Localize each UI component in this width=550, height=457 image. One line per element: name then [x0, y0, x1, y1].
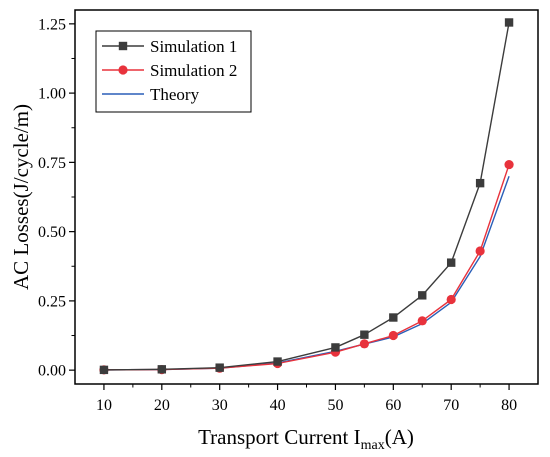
- x-tick-label: 70: [443, 397, 459, 414]
- y-tick-label: 0.00: [38, 363, 66, 380]
- legend-item-simulation-2: Simulation 2: [102, 61, 237, 80]
- x-tick-label: 20: [154, 397, 170, 414]
- data-point-simulation-1: [446, 258, 456, 267]
- x-tick-label: 40: [270, 397, 286, 414]
- legend-swatch-marker: [118, 65, 128, 75]
- legend-label: Theory: [150, 85, 200, 104]
- legend-item-theory: Theory: [102, 85, 200, 104]
- data-point-simulation-1: [475, 178, 485, 188]
- x-axis-title-unit: (A): [385, 425, 414, 449]
- data-point-simulation-1: [157, 365, 167, 374]
- x-tick-label: 50: [327, 397, 343, 414]
- y-tick-label: 1.00: [38, 86, 66, 103]
- x-axis-title: Transport Current Imax(A): [198, 425, 414, 453]
- x-tick-label: 30: [212, 397, 228, 414]
- data-point-simulation-1: [360, 330, 369, 339]
- x-axis-title-main: Transport Current I: [198, 425, 361, 449]
- series-layer: [99, 18, 514, 375]
- data-point-simulation-1: [389, 313, 398, 322]
- y-tick-label: 0.75: [38, 155, 66, 172]
- legend-label: Simulation 1: [150, 37, 237, 56]
- axis-tick-labels: 10 20 30 40 50 60 70 80 0.00 0.25 0.50 0.75 1.00 1.25: [38, 16, 517, 414]
- data-point-simulation-2: [475, 246, 485, 256]
- y-tick-label: 1.25: [38, 16, 66, 33]
- data-point-simulation-2: [446, 294, 456, 305]
- axis-ticks: [69, 23, 510, 390]
- legend-label: Simulation 2: [150, 61, 237, 80]
- legend: Simulation 1 Simulation 2 Theory: [95, 30, 252, 113]
- x-tick-label: 10: [96, 397, 112, 414]
- data-point-simulation-1: [418, 291, 427, 300]
- legend-item-simulation-1: Simulation 1: [102, 37, 237, 56]
- data-point-simulation-1: [331, 343, 340, 352]
- legend-swatch-marker: [118, 41, 128, 51]
- data-point-simulation-1: [215, 363, 224, 372]
- data-point-simulation-2: [504, 159, 514, 170]
- data-point-simulation-2: [359, 339, 369, 349]
- x-tick-label: 60: [385, 397, 401, 414]
- y-tick-label: 0.50: [38, 224, 66, 241]
- data-point-simulation-1: [273, 357, 282, 366]
- y-axis-title: AC Losses(J/cycle/m): [9, 104, 33, 290]
- x-tick-label: 80: [501, 397, 517, 414]
- data-point-simulation-2: [417, 316, 427, 326]
- data-point-simulation-1: [99, 365, 109, 375]
- series-simulation-1: [99, 18, 514, 375]
- y-tick-label: 0.25: [38, 293, 66, 310]
- data-point-simulation-1: [504, 18, 514, 27]
- x-axis-title-sub: max: [361, 438, 385, 453]
- data-point-simulation-2: [388, 330, 398, 341]
